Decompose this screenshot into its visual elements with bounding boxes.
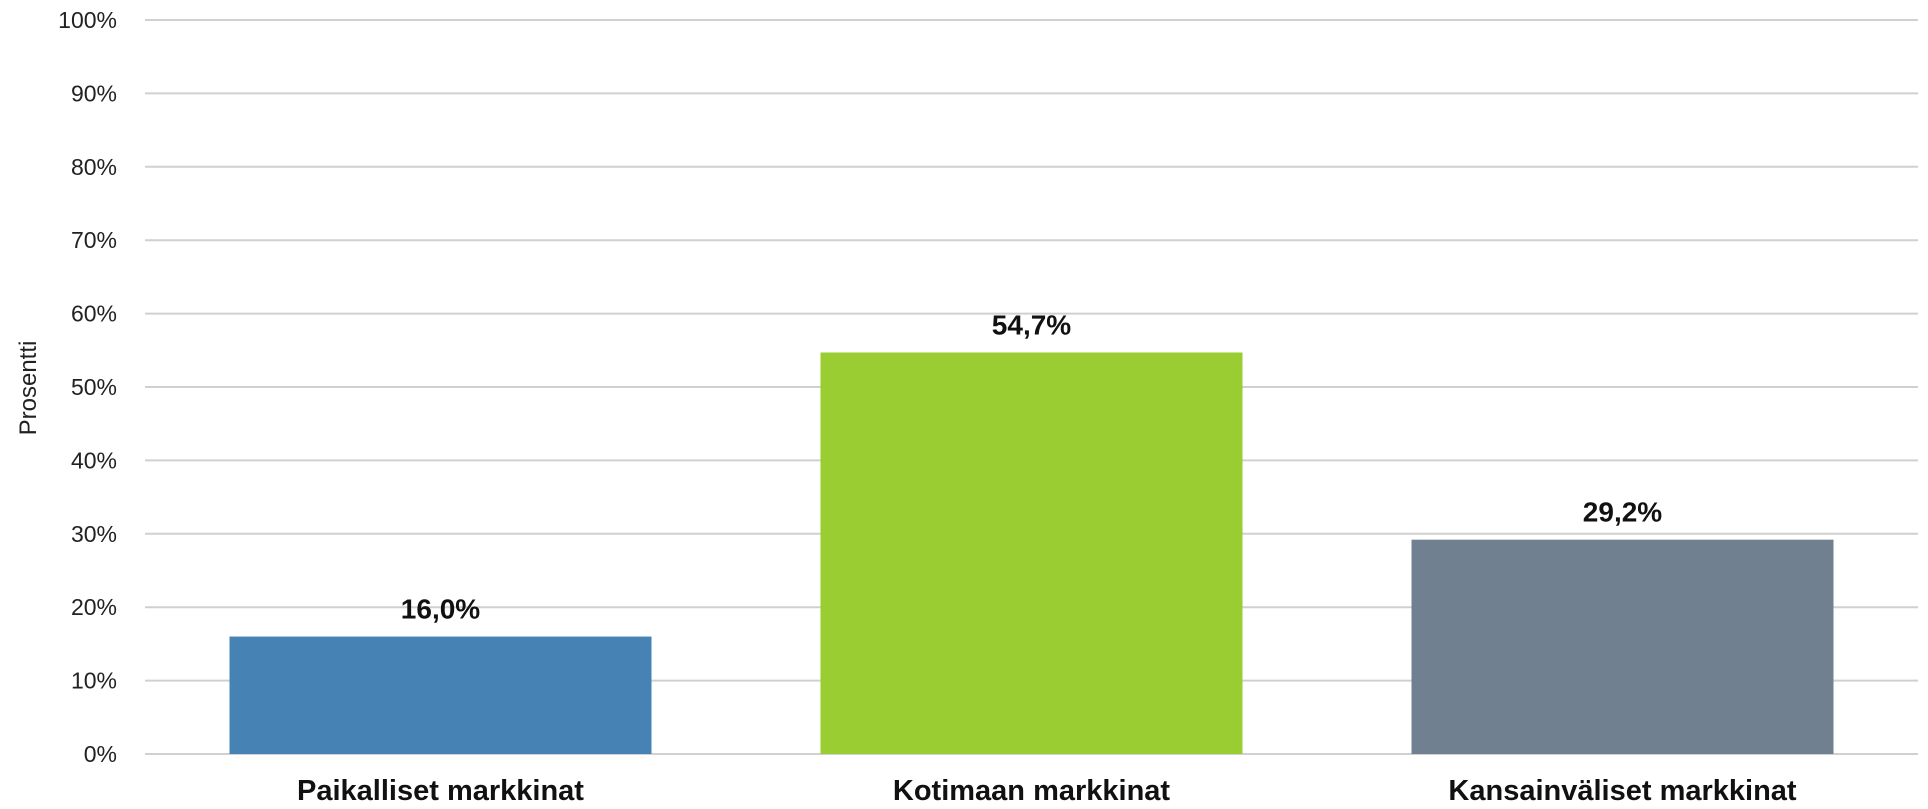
y-tick-label: 70% [71,227,117,253]
data-labels: 16,0% 54,7% 29,2% [401,310,1662,625]
x-category-label: Kotimaan markkinat [893,775,1171,807]
x-category-label: Kansainväliset markkinat [1448,775,1797,807]
bar [1411,539,1834,754]
x-axis-labels: Paikalliset markkinat Kotimaan markkinat K… [297,775,1797,807]
y-tick-label: 30% [71,521,117,547]
y-tick-label: 80% [71,154,117,180]
y-tick-label: 40% [71,447,117,473]
bar [820,352,1243,754]
y-tick-label: 50% [71,374,117,400]
y-tick-label: 60% [71,301,117,327]
data-label: 29,2% [1583,497,1662,528]
y-tick-label: 10% [71,668,117,694]
data-label: 16,0% [401,594,480,625]
y-tick-label: 20% [71,594,117,620]
y-tick-label: 90% [71,80,117,106]
bars [229,352,1834,754]
data-label: 54,7% [992,310,1071,341]
bar [229,636,652,754]
y-axis-title: Prosentti [15,341,42,436]
y-tick-label: 0% [84,741,117,767]
y-axis-ticks: 0% 10% 20% 30% 40% 50% 60% 70% 80% 90% 100% [58,7,117,767]
y-tick-label: 100% [58,7,117,33]
x-category-label: Paikalliset markkinat [297,775,584,807]
